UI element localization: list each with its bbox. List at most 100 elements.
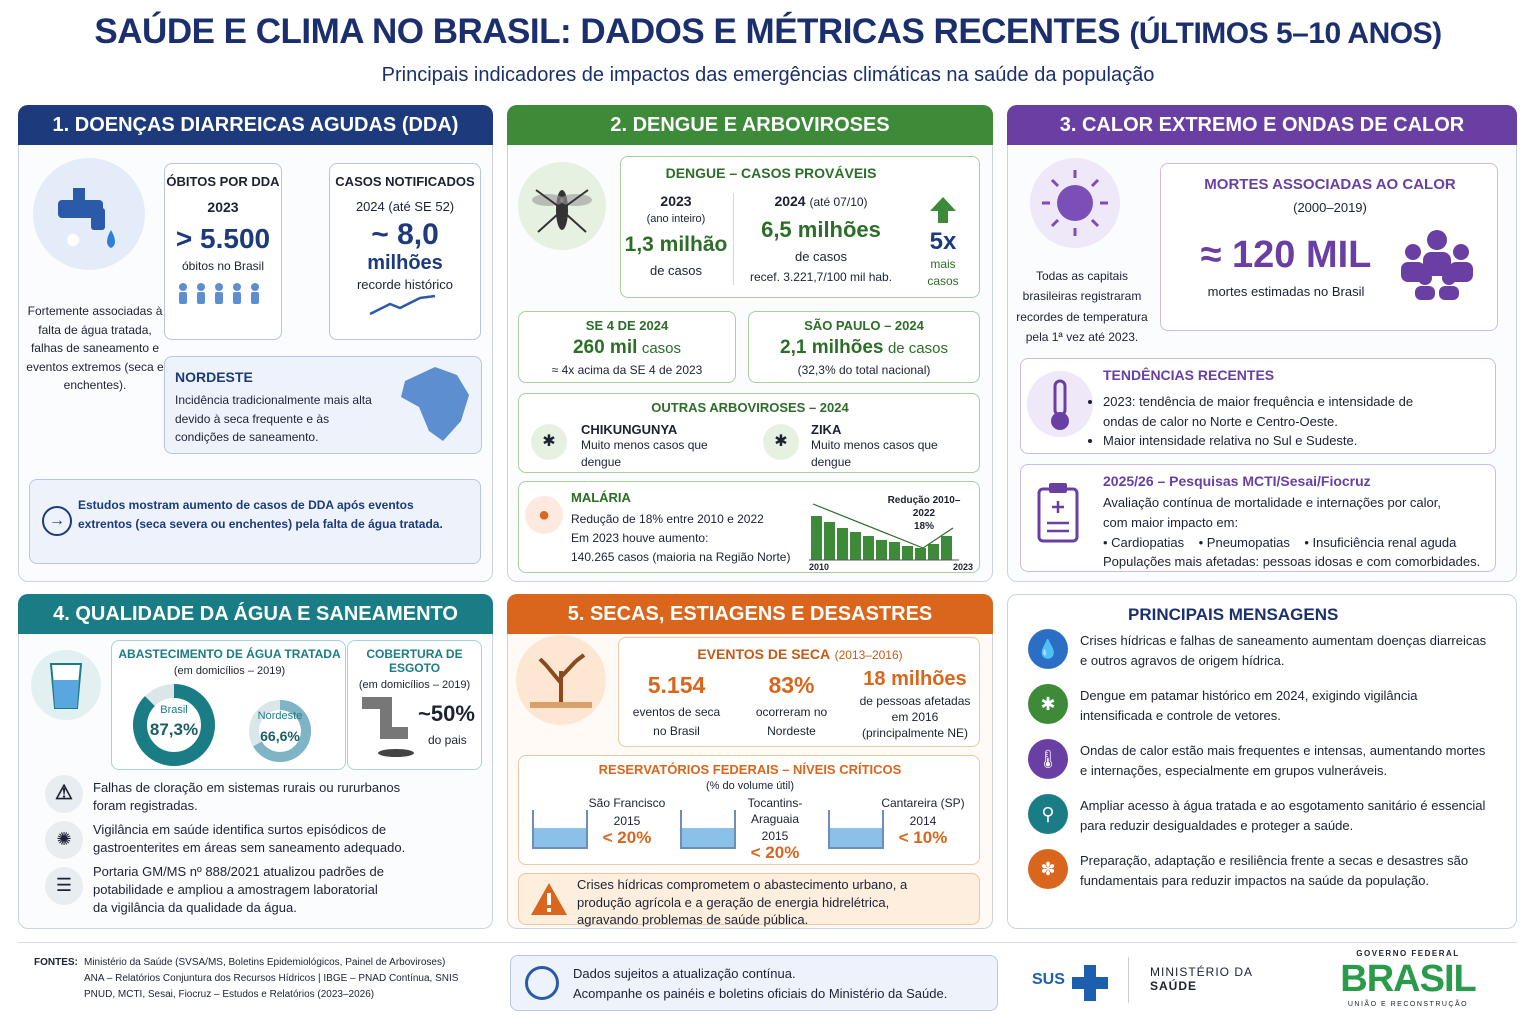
decoration (811, 516, 822, 560)
tree-icon (516, 635, 606, 725)
message-text: Ondas de calor estão mais frequentes e i… (1080, 743, 1486, 778)
se4-box: SE 4 DE 2024 260 mil casos ≈ 4x acima da… (518, 311, 736, 383)
decoration (401, 367, 469, 441)
trend-item: Maior intensidade relativa no Sul e Sude… (1103, 431, 1417, 451)
chart-value: 18% (913, 521, 934, 532)
map-icon (401, 367, 469, 441)
reservoirs-title: RESERVATÓRIOS FEDERAIS – NÍVEIS CRÍTICOS (598, 762, 902, 777)
sp-title: SÃO PAULO – 2024 (804, 318, 924, 333)
decoration (1439, 286, 1459, 300)
reservoirs-subtitle: (% do volume útil) (705, 780, 795, 792)
message-icon: ⚲ (1028, 794, 1068, 834)
warning-box: Crises hídricas comprometem o abastecime… (518, 873, 980, 927)
malaria-line: Redução de 18% entre 2010 e 2022 (571, 512, 764, 526)
deaths-value: ≈ 120 MIL (1200, 234, 1372, 276)
decoration (1053, 379, 1067, 417)
decoration (1090, 178, 1100, 188)
decoration (1401, 230, 1473, 300)
panel-title: 1. DOENÇAS DIARREICAS AGUDAS (DDA) (18, 105, 493, 145)
other-item: ZIKA Muito menos casos que dengue (811, 422, 951, 471)
decoration (197, 283, 205, 291)
message-icon: 💧 (1028, 629, 1068, 669)
update-text: Dados sujeitos a atualização contínua. Ac… (573, 964, 947, 1003)
decoration (915, 548, 926, 560)
drought-period: (2013–2016) (834, 648, 903, 662)
malaria-box: ● MALÁRIA Redução de 18% entre 2010 e 20… (518, 481, 980, 573)
up-arrow (930, 197, 956, 223)
card-note: óbitos no Brasil (181, 259, 265, 273)
decoration (811, 516, 952, 560)
decoration (1042, 170, 1108, 236)
message-text: Crises hídricas e falhas de saneamento a… (1080, 633, 1487, 668)
decoration (179, 292, 187, 304)
value: 6,5 milhões (761, 217, 881, 242)
decoration (1037, 487, 1079, 543)
decoration (941, 536, 952, 560)
malaria-line: Em 2023 houve aumento: (571, 531, 709, 546)
message-text: Ampliar acesso à água tratada e ao esgot… (1080, 798, 1486, 833)
group-icon (1401, 230, 1473, 300)
drop-icon: ● (525, 496, 563, 534)
rate: recef. 3.221,7/100 mil hab. (749, 270, 893, 284)
people-icon (179, 283, 259, 304)
research-box: 2025/26 – Pesquisas MCTI/Sesai/Fiocruz A… (1020, 464, 1496, 572)
value: 1,3 milhão (624, 233, 728, 256)
panel-title: 4. QUALIDADE DA ÁGUA E SANEAMENTO (18, 594, 493, 634)
drought-title: EVENTOS DE SECA (697, 646, 831, 662)
decoration (197, 292, 205, 304)
research-item: • Cardiopatias (1103, 535, 1185, 550)
sus-cross (1072, 965, 1108, 1001)
research-items: • Cardiopatias • Pneumopatias • Insufici… (1103, 533, 1493, 553)
decoration (538, 653, 586, 705)
warning-icon (531, 883, 567, 915)
decoration (179, 283, 187, 291)
item-name: CHIKUNGUNYA (581, 422, 678, 437)
stat-note: de pessoas afetadas em 2016 (principalme… (859, 694, 971, 741)
tank-icon (828, 810, 884, 849)
ministry: MINISTÉRIO DA SAÚDE (1150, 965, 1253, 993)
brasil-logo: BRASIL (1340, 958, 1476, 1000)
other-box: OUTRAS ARBOVIROSES – 2024 ✱ CHIKUNGUNYA M… (518, 393, 980, 473)
source: Ministério da Saúde (SVSA/MS, Boletins E… (84, 957, 446, 968)
intro: Fortemente associadas à falta de água tr… (26, 304, 164, 393)
card-value: > 5.500 (175, 223, 271, 254)
card-cases: CASOS NOTIFICADOS 2024 (até SE 52) ~ 8,0… (329, 163, 481, 340)
drought-stat: 18 milhões de pessoas afetadas em 2016 (p… (849, 668, 981, 742)
item-text: Insuficiência renal aguda (1312, 535, 1457, 550)
water-item: Falhas de cloração em sistemas rurais ou… (93, 780, 401, 814)
motto: UNIÃO E RECONSTRUÇÃO (1347, 1001, 1469, 1008)
search-icon (525, 966, 559, 1000)
decoration (930, 197, 956, 223)
card-value: ~ 8,0 (371, 218, 439, 251)
reservoir-name: Tocantins-Araguaia (747, 796, 803, 826)
card-deaths: ÓBITOS POR DDA 2023 > 5.500 óbitos no Br… (164, 163, 282, 340)
faucet-svg (58, 188, 115, 248)
trend-item: 2023: tendência de maior frequência e in… (1103, 392, 1417, 431)
title-suffix: (ÚLTIMOS 5–10 ANOS) (1129, 17, 1442, 50)
sun-icon (1030, 158, 1120, 248)
sources: Ministério da Saúde (SVSA/MS, Boletins E… (84, 955, 458, 1003)
dengue-2024: 2024 (até 07/10) 6,5 milhões de casos re… (736, 193, 906, 284)
ring-label: Brasil (160, 704, 188, 716)
sewer-box: COBERTURA DE ESGOTO (em domicílios – 201… (347, 640, 482, 770)
deaths-note: mortes estimadas no Brasil (1207, 284, 1365, 299)
growth-value: 5x (929, 228, 957, 255)
se4-title: SE 4 DE 2024 (585, 318, 669, 333)
messages-title: PRINCIPAIS MENSAGENS (1128, 605, 1339, 624)
trend-icon (369, 294, 436, 316)
unit: de casos (649, 263, 703, 278)
card-unit: milhões (367, 252, 443, 274)
research-item: • Insuficiência renal aguda (1304, 535, 1457, 550)
sewer-period: (em domicílios – 2019) (358, 679, 471, 691)
card-year: 2023 (207, 199, 239, 215)
message-icon: ✽ (1028, 849, 1068, 889)
decoration (215, 292, 223, 304)
item-text: Muito menos casos que dengue (811, 438, 938, 469)
tree-svg (530, 653, 592, 708)
chart-note: Redução 2010–2022 18% (879, 494, 969, 533)
sp-unit: de casos (887, 340, 948, 357)
intro: Todas as capitais brasileiras registrara… (1016, 269, 1148, 345)
sp-value-line: 2,1 milhões de casos (749, 337, 979, 359)
trends-list: 2023: tendência de maior frequência e in… (1087, 392, 1417, 451)
